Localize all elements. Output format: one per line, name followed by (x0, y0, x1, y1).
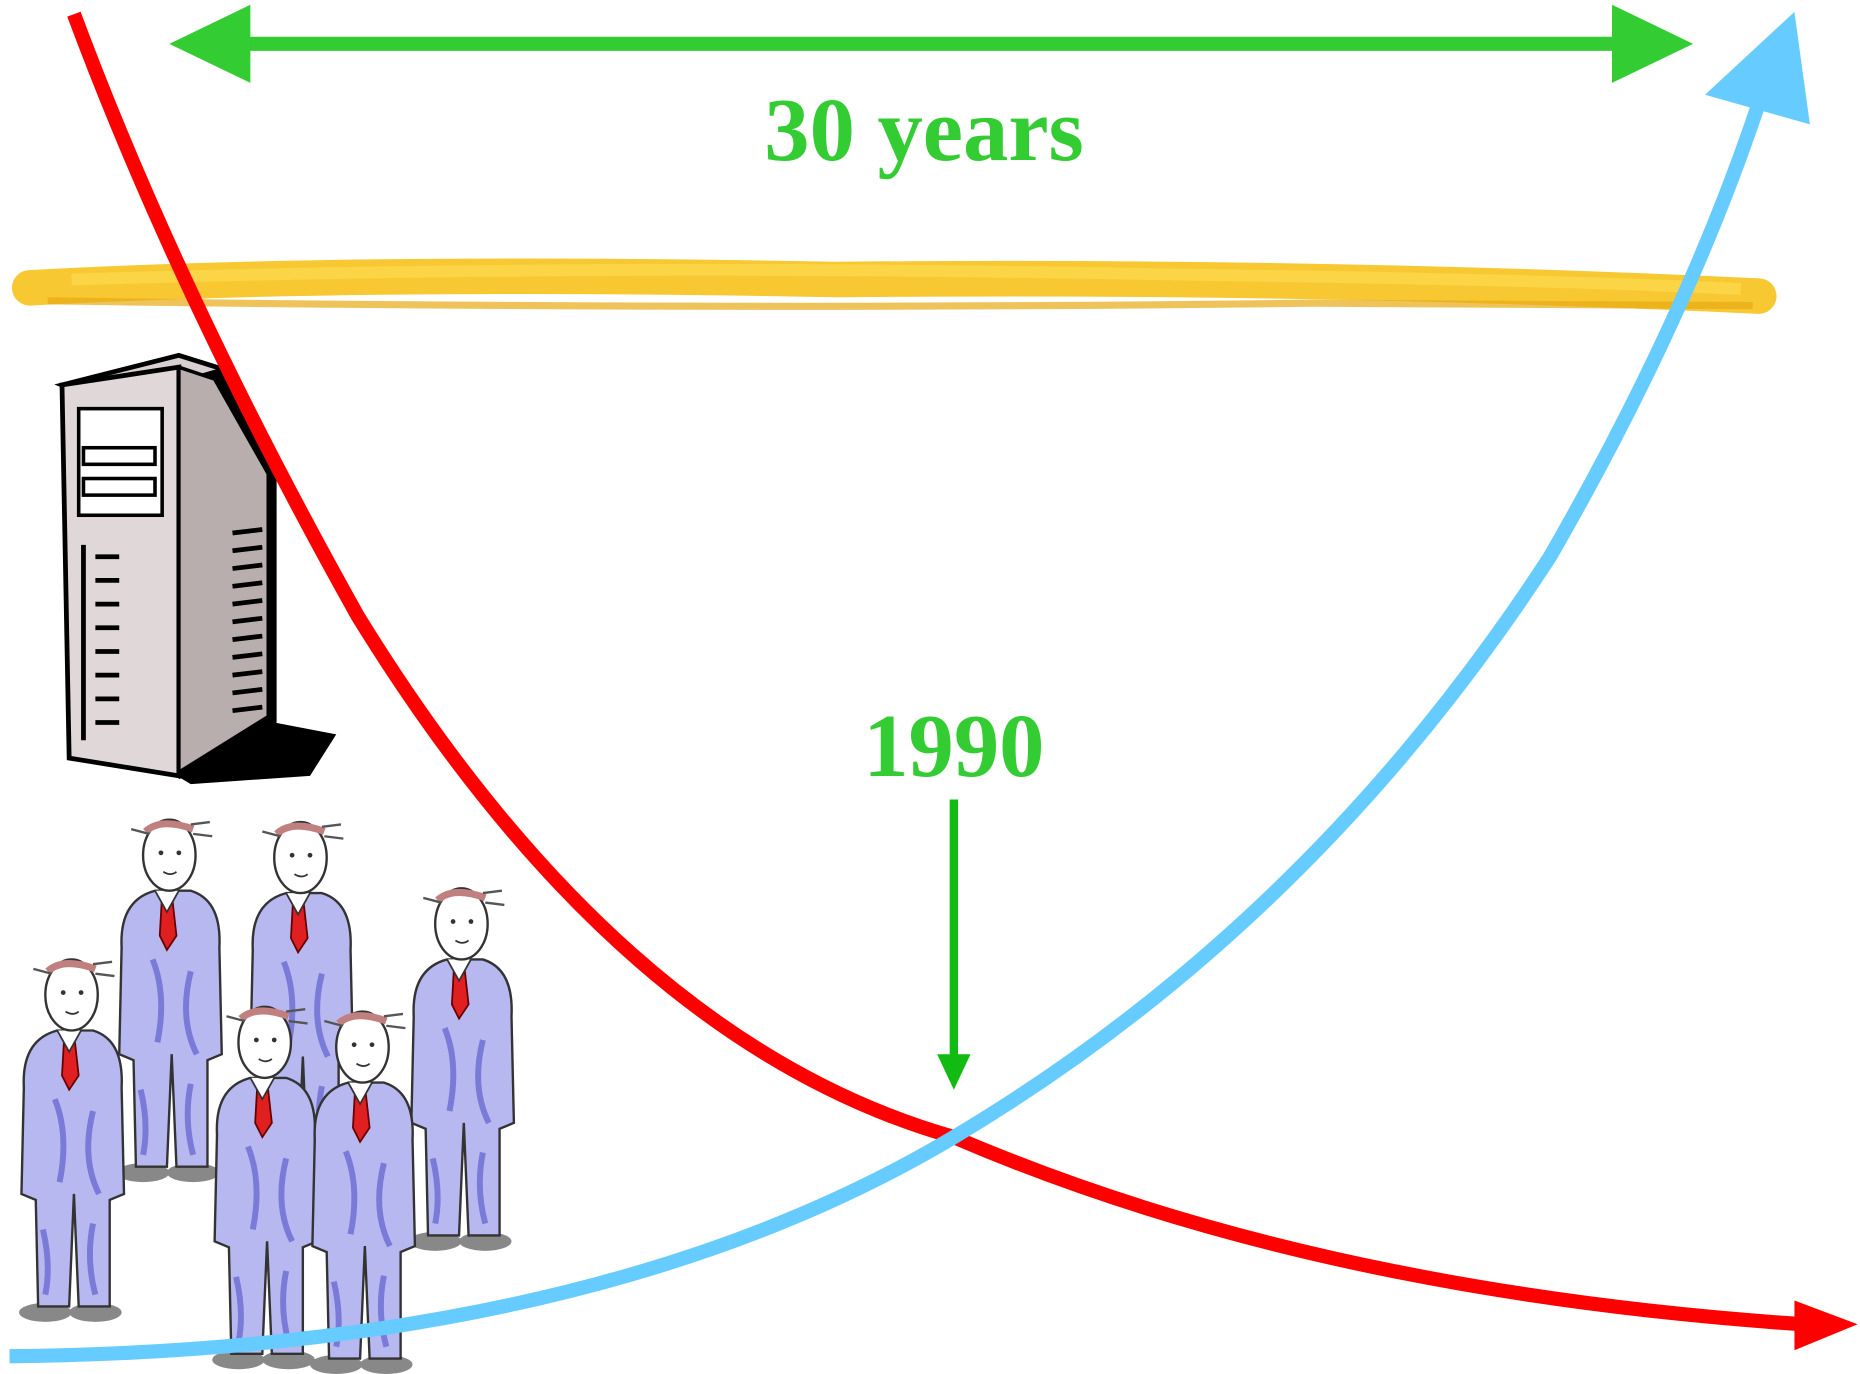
year-label: 1990 (863, 696, 1044, 796)
highlight-stroke (30, 270, 1759, 306)
span-arrow (169, 5, 1693, 83)
span-label: 30 years (764, 80, 1084, 180)
year-arrow (937, 800, 970, 1090)
computer-icon (62, 355, 336, 784)
people-icon (19, 820, 514, 1374)
diagram: 30 years 1990 (0, 0, 1860, 1374)
page: {"labels": {"span": "30 years", "year": … (0, 0, 1860, 1374)
